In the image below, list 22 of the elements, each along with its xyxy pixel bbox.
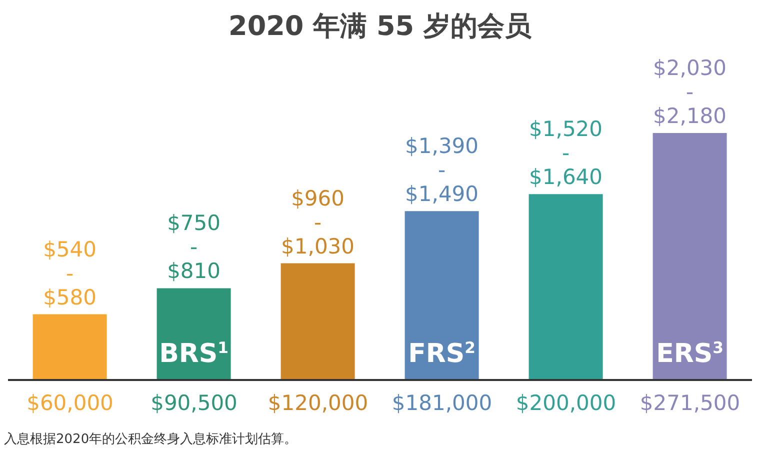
- data-label: $1,520 - $1,640: [529, 117, 603, 190]
- x-tick-label: $181,000: [392, 391, 492, 415]
- bar: [280, 263, 355, 380]
- data-label: $750 - $810: [167, 211, 221, 284]
- annotation: FRS$^{2}$: [408, 339, 476, 369]
- annotation: ERS$^{3}$: [656, 339, 724, 369]
- data-label: $960 - $1,030: [281, 186, 355, 258]
- text: 入息根据2020年的公积金终身入息标准计划估算。: [4, 431, 298, 448]
- bar: [404, 211, 479, 380]
- x-tick-label: $60,000: [26, 391, 114, 415]
- bar: [652, 133, 727, 380]
- x-tick-label: $90,500: [150, 391, 238, 415]
- data-label: $1,390 - $1,490: [405, 134, 479, 206]
- x-tick-label: $200,000: [516, 391, 616, 415]
- x-tick-label: $271,500: [640, 391, 740, 415]
- chart-title: 2020 年满 55 岁的会员: [228, 10, 532, 44]
- bar: [528, 194, 603, 380]
- annotation: BRS$^{1}$: [159, 339, 229, 369]
- data-label: $540 - $580: [43, 237, 97, 310]
- x-tick-label: $120,000: [268, 391, 368, 415]
- bar: [32, 314, 107, 380]
- data-label: $2,030 - $2,180: [653, 56, 727, 128]
